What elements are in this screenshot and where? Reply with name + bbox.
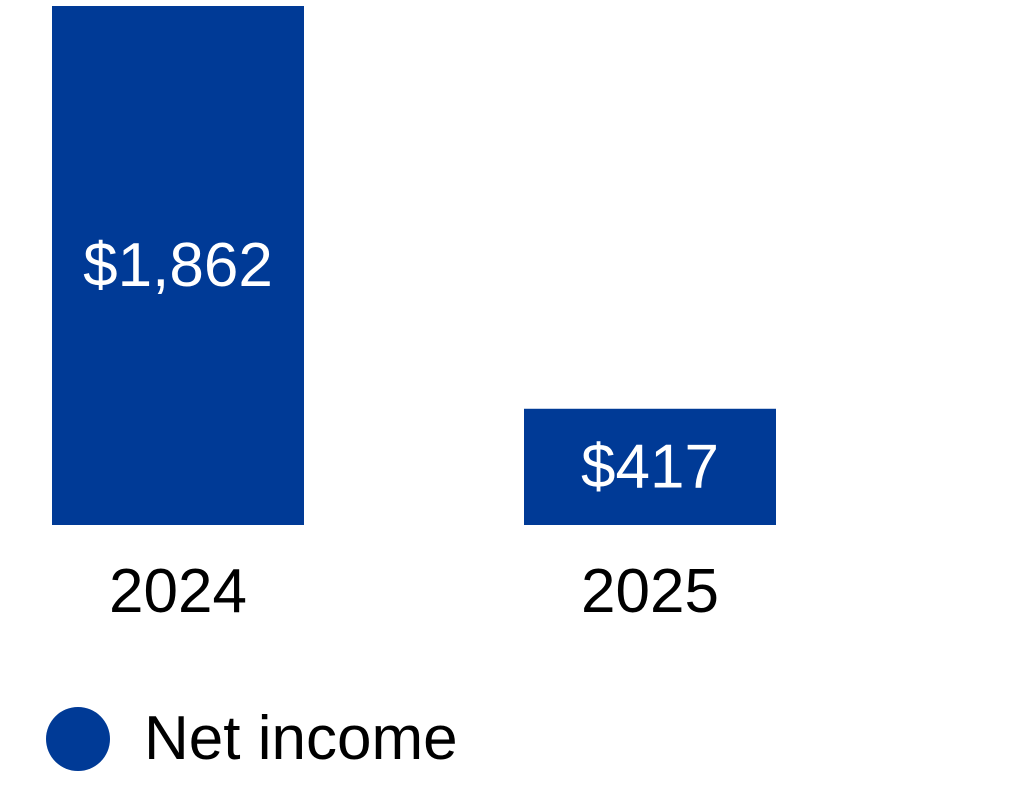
bar-2025 bbox=[524, 408, 776, 525]
legend-label-net-income: Net income bbox=[144, 704, 458, 773]
x-tick-label-2024: 2024 bbox=[109, 557, 247, 626]
x-tick-label-2025: 2025 bbox=[581, 557, 719, 626]
data-label-2025: $417 bbox=[581, 432, 719, 501]
bar-2024 bbox=[52, 6, 304, 525]
legend: Net income bbox=[46, 706, 458, 772]
legend-swatch-net-income bbox=[46, 707, 110, 771]
data-label-2024: $1,862 bbox=[83, 231, 273, 300]
